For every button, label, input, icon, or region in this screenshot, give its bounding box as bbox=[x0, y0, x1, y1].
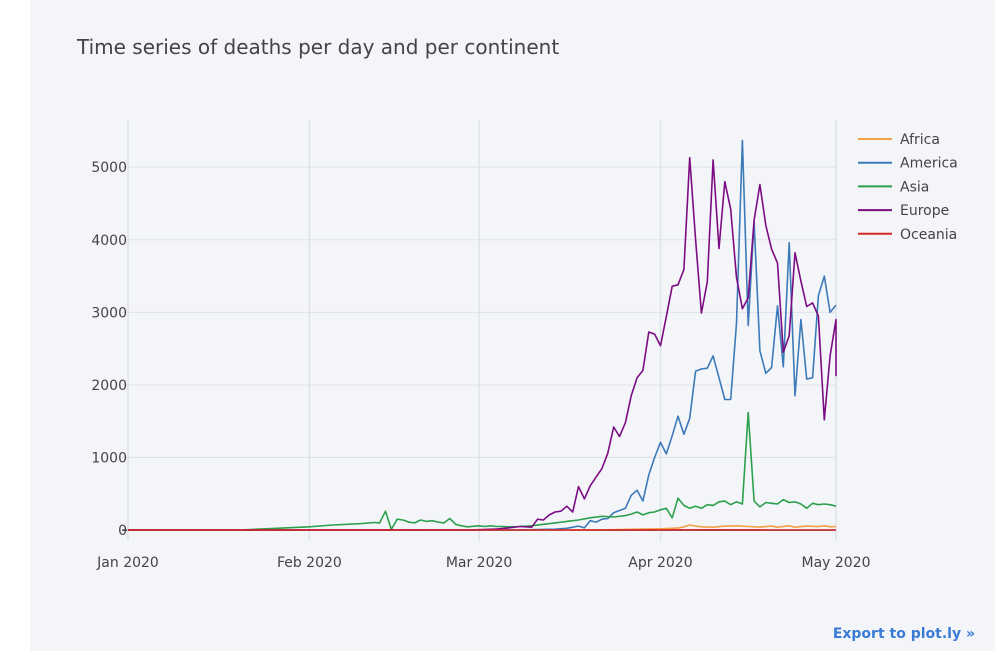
series-line-europe[interactable] bbox=[128, 156, 837, 531]
chart-title: Time series of deaths per day and per co… bbox=[77, 35, 560, 59]
legend-label: Africa bbox=[900, 132, 940, 148]
y-tick-label: 1000 bbox=[91, 451, 127, 467]
y-tick-label: 4000 bbox=[91, 233, 127, 249]
legend-item-asia[interactable]: Asia bbox=[858, 179, 929, 195]
y-tick-label: 0 bbox=[118, 523, 127, 539]
x-tick-label: May 2020 bbox=[801, 555, 870, 571]
x-tick-label: Mar 2020 bbox=[446, 555, 513, 571]
series-lines bbox=[127, 139, 837, 531]
x-tick-label: Apr 2020 bbox=[628, 555, 692, 571]
series-line-america[interactable] bbox=[128, 139, 837, 531]
series-line-asia[interactable] bbox=[127, 411, 837, 531]
legend-label: Europe bbox=[900, 203, 949, 219]
legend-item-europe[interactable]: Europe bbox=[858, 203, 949, 219]
y-axis-ticks: 0 1000 2000 3000 4000 5000 bbox=[91, 160, 127, 539]
legend-item-oceania[interactable]: Oceania bbox=[858, 227, 957, 243]
x-tick-label: Jan 2020 bbox=[96, 555, 159, 571]
legend-label: Asia bbox=[900, 179, 929, 195]
grid-lines bbox=[122, 120, 837, 541]
x-tick-label: Feb 2020 bbox=[277, 555, 342, 571]
y-tick-label: 2000 bbox=[91, 378, 127, 394]
legend[interactable]: Africa America Asia Europe Oceania bbox=[858, 132, 958, 243]
y-tick-label: 3000 bbox=[91, 305, 127, 321]
x-axis-ticks: Jan 2020 Feb 2020 Mar 2020 Apr 2020 May 2020 bbox=[96, 555, 870, 571]
legend-label: America bbox=[900, 156, 958, 172]
legend-item-africa[interactable]: Africa bbox=[858, 132, 940, 148]
legend-item-america[interactable]: America bbox=[858, 156, 958, 172]
export-to-plotly-link[interactable]: Export to plot.ly » bbox=[832, 626, 975, 642]
y-tick-label: 5000 bbox=[91, 160, 127, 176]
legend-label: Oceania bbox=[900, 227, 957, 243]
plot-background bbox=[30, 0, 995, 651]
